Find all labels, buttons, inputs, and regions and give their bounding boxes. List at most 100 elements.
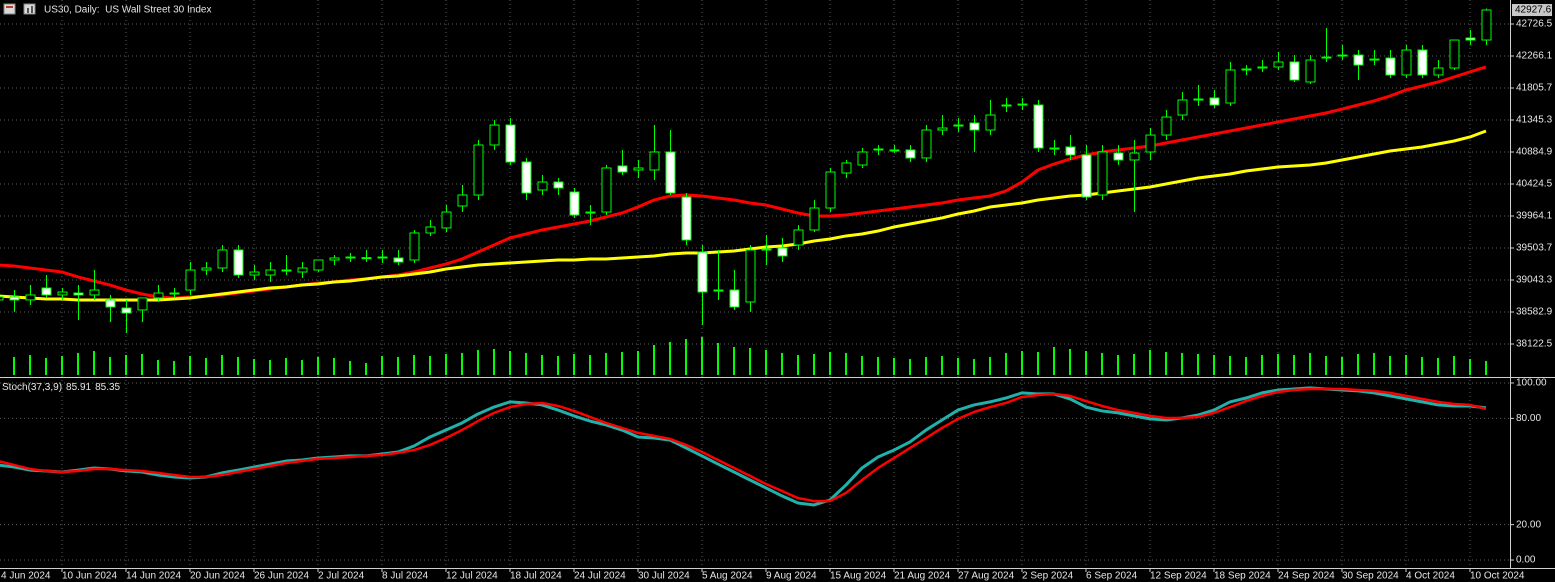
volume-bar bbox=[173, 361, 175, 375]
candle-body bbox=[521, 161, 532, 194]
volume-bar bbox=[525, 353, 527, 375]
candle-body bbox=[793, 229, 804, 246]
volume-bar bbox=[1261, 355, 1263, 375]
x-tick-label: 26 Jun 2024 bbox=[254, 571, 309, 582]
volume-bar bbox=[285, 358, 287, 375]
volume-bar bbox=[141, 354, 143, 375]
volume-bar bbox=[1309, 353, 1311, 375]
candle-body bbox=[1417, 49, 1428, 76]
volume-bar bbox=[1101, 353, 1103, 375]
candle-body bbox=[0, 296, 4, 301]
candle-body bbox=[1433, 67, 1444, 76]
y-tick-label: 40884.9 bbox=[1516, 147, 1553, 158]
y-tick-label: 39043.3 bbox=[1516, 275, 1553, 286]
volume-bar bbox=[1389, 356, 1391, 375]
candle-body bbox=[409, 232, 420, 261]
candles bbox=[0, 8, 1492, 375]
volume-bar bbox=[877, 357, 879, 375]
volume-bar bbox=[541, 355, 543, 375]
x-tick-label: 5 Aug 2024 bbox=[702, 571, 753, 582]
candle-body bbox=[505, 124, 516, 163]
volume-bar bbox=[589, 355, 591, 375]
y-tick-label: 20.00 bbox=[1516, 519, 1541, 530]
x-tick-label: 12 Jul 2024 bbox=[446, 571, 498, 582]
candle-body bbox=[217, 249, 228, 269]
icon bbox=[6, 6, 13, 8]
x-tick-label: 18 Jul 2024 bbox=[510, 571, 562, 582]
candle-body bbox=[1193, 98, 1204, 101]
volume-bar bbox=[205, 358, 207, 375]
candle-body bbox=[249, 271, 260, 276]
volume-bar bbox=[957, 358, 959, 375]
candle-body bbox=[57, 291, 68, 296]
volume-bar bbox=[445, 354, 447, 375]
moving-average bbox=[0, 129, 1487, 302]
y-tick-label: 39503.7 bbox=[1516, 243, 1553, 254]
volume-bar bbox=[45, 358, 47, 375]
candle-body bbox=[1097, 151, 1108, 196]
candle-body bbox=[569, 191, 580, 216]
volume-bar bbox=[29, 355, 31, 375]
volume-bar bbox=[493, 349, 495, 375]
volume-bar bbox=[13, 357, 15, 375]
x-tick-label: 10 Oct 2024 bbox=[1470, 571, 1525, 582]
volume-bar bbox=[365, 363, 367, 375]
candle-body bbox=[153, 292, 164, 299]
candle-body bbox=[1113, 152, 1124, 161]
indicator-value: 85.35 bbox=[95, 382, 120, 393]
volume-bar bbox=[301, 360, 303, 375]
volume-bar bbox=[93, 351, 95, 375]
volume-bar bbox=[317, 357, 319, 375]
y-tick-label: 38582.9 bbox=[1516, 307, 1553, 318]
volume-bar bbox=[189, 356, 191, 375]
volume-bar bbox=[1405, 355, 1407, 375]
volume-bar bbox=[605, 353, 607, 375]
volume-bar bbox=[717, 343, 719, 375]
candle-body bbox=[1305, 59, 1316, 83]
candle-body bbox=[537, 181, 548, 191]
lines bbox=[0, 386, 1487, 507]
volume-bar bbox=[1229, 356, 1231, 375]
volume-bar bbox=[1421, 357, 1423, 375]
candle-body bbox=[777, 247, 788, 257]
volume-bar bbox=[1037, 352, 1039, 375]
candle-body bbox=[985, 114, 996, 131]
volume-bar bbox=[925, 357, 927, 375]
candle-body bbox=[1337, 54, 1348, 57]
x-tick-label: 30 Jul 2024 bbox=[638, 571, 690, 582]
volume-bar bbox=[1149, 350, 1151, 375]
volume-bar bbox=[557, 356, 559, 375]
x-tick-label: 6 Sep 2024 bbox=[1086, 571, 1138, 582]
x-tick-label: 10 Jun 2024 bbox=[62, 571, 117, 582]
volume-bar bbox=[1005, 353, 1007, 375]
volume-bar bbox=[1213, 355, 1215, 375]
volume-bar bbox=[1117, 355, 1119, 375]
volume-bar bbox=[893, 358, 895, 375]
indicator-name: Stoch(37,3,9) bbox=[2, 382, 62, 393]
x-tick-label: 4 Jun 2024 bbox=[1, 571, 51, 582]
candle-body bbox=[1481, 9, 1492, 41]
candle-body bbox=[1353, 54, 1364, 66]
volume-bar bbox=[1469, 359, 1471, 375]
candle-body bbox=[1033, 104, 1044, 149]
volume-bar bbox=[413, 355, 415, 375]
price-label-box bbox=[1512, 4, 1552, 17]
candle-body bbox=[665, 151, 676, 194]
candle-body bbox=[937, 127, 948, 131]
volume-bar bbox=[1197, 354, 1199, 375]
y-tick-label: 38122.5 bbox=[1516, 339, 1553, 350]
icon bbox=[27, 8, 29, 13]
candle-body bbox=[393, 257, 404, 263]
candle-body bbox=[1081, 154, 1092, 198]
volume-bar bbox=[461, 353, 463, 375]
y-tick-label: 42726.5 bbox=[1516, 19, 1553, 30]
candle-body bbox=[137, 297, 148, 311]
candle-body bbox=[1289, 61, 1300, 81]
candle-body bbox=[1177, 99, 1188, 116]
candle-body bbox=[105, 299, 116, 308]
y-tick-label: 0.00 bbox=[1516, 555, 1536, 566]
candle-body bbox=[89, 289, 100, 296]
candle-body bbox=[265, 269, 276, 276]
candle-body bbox=[73, 292, 84, 296]
